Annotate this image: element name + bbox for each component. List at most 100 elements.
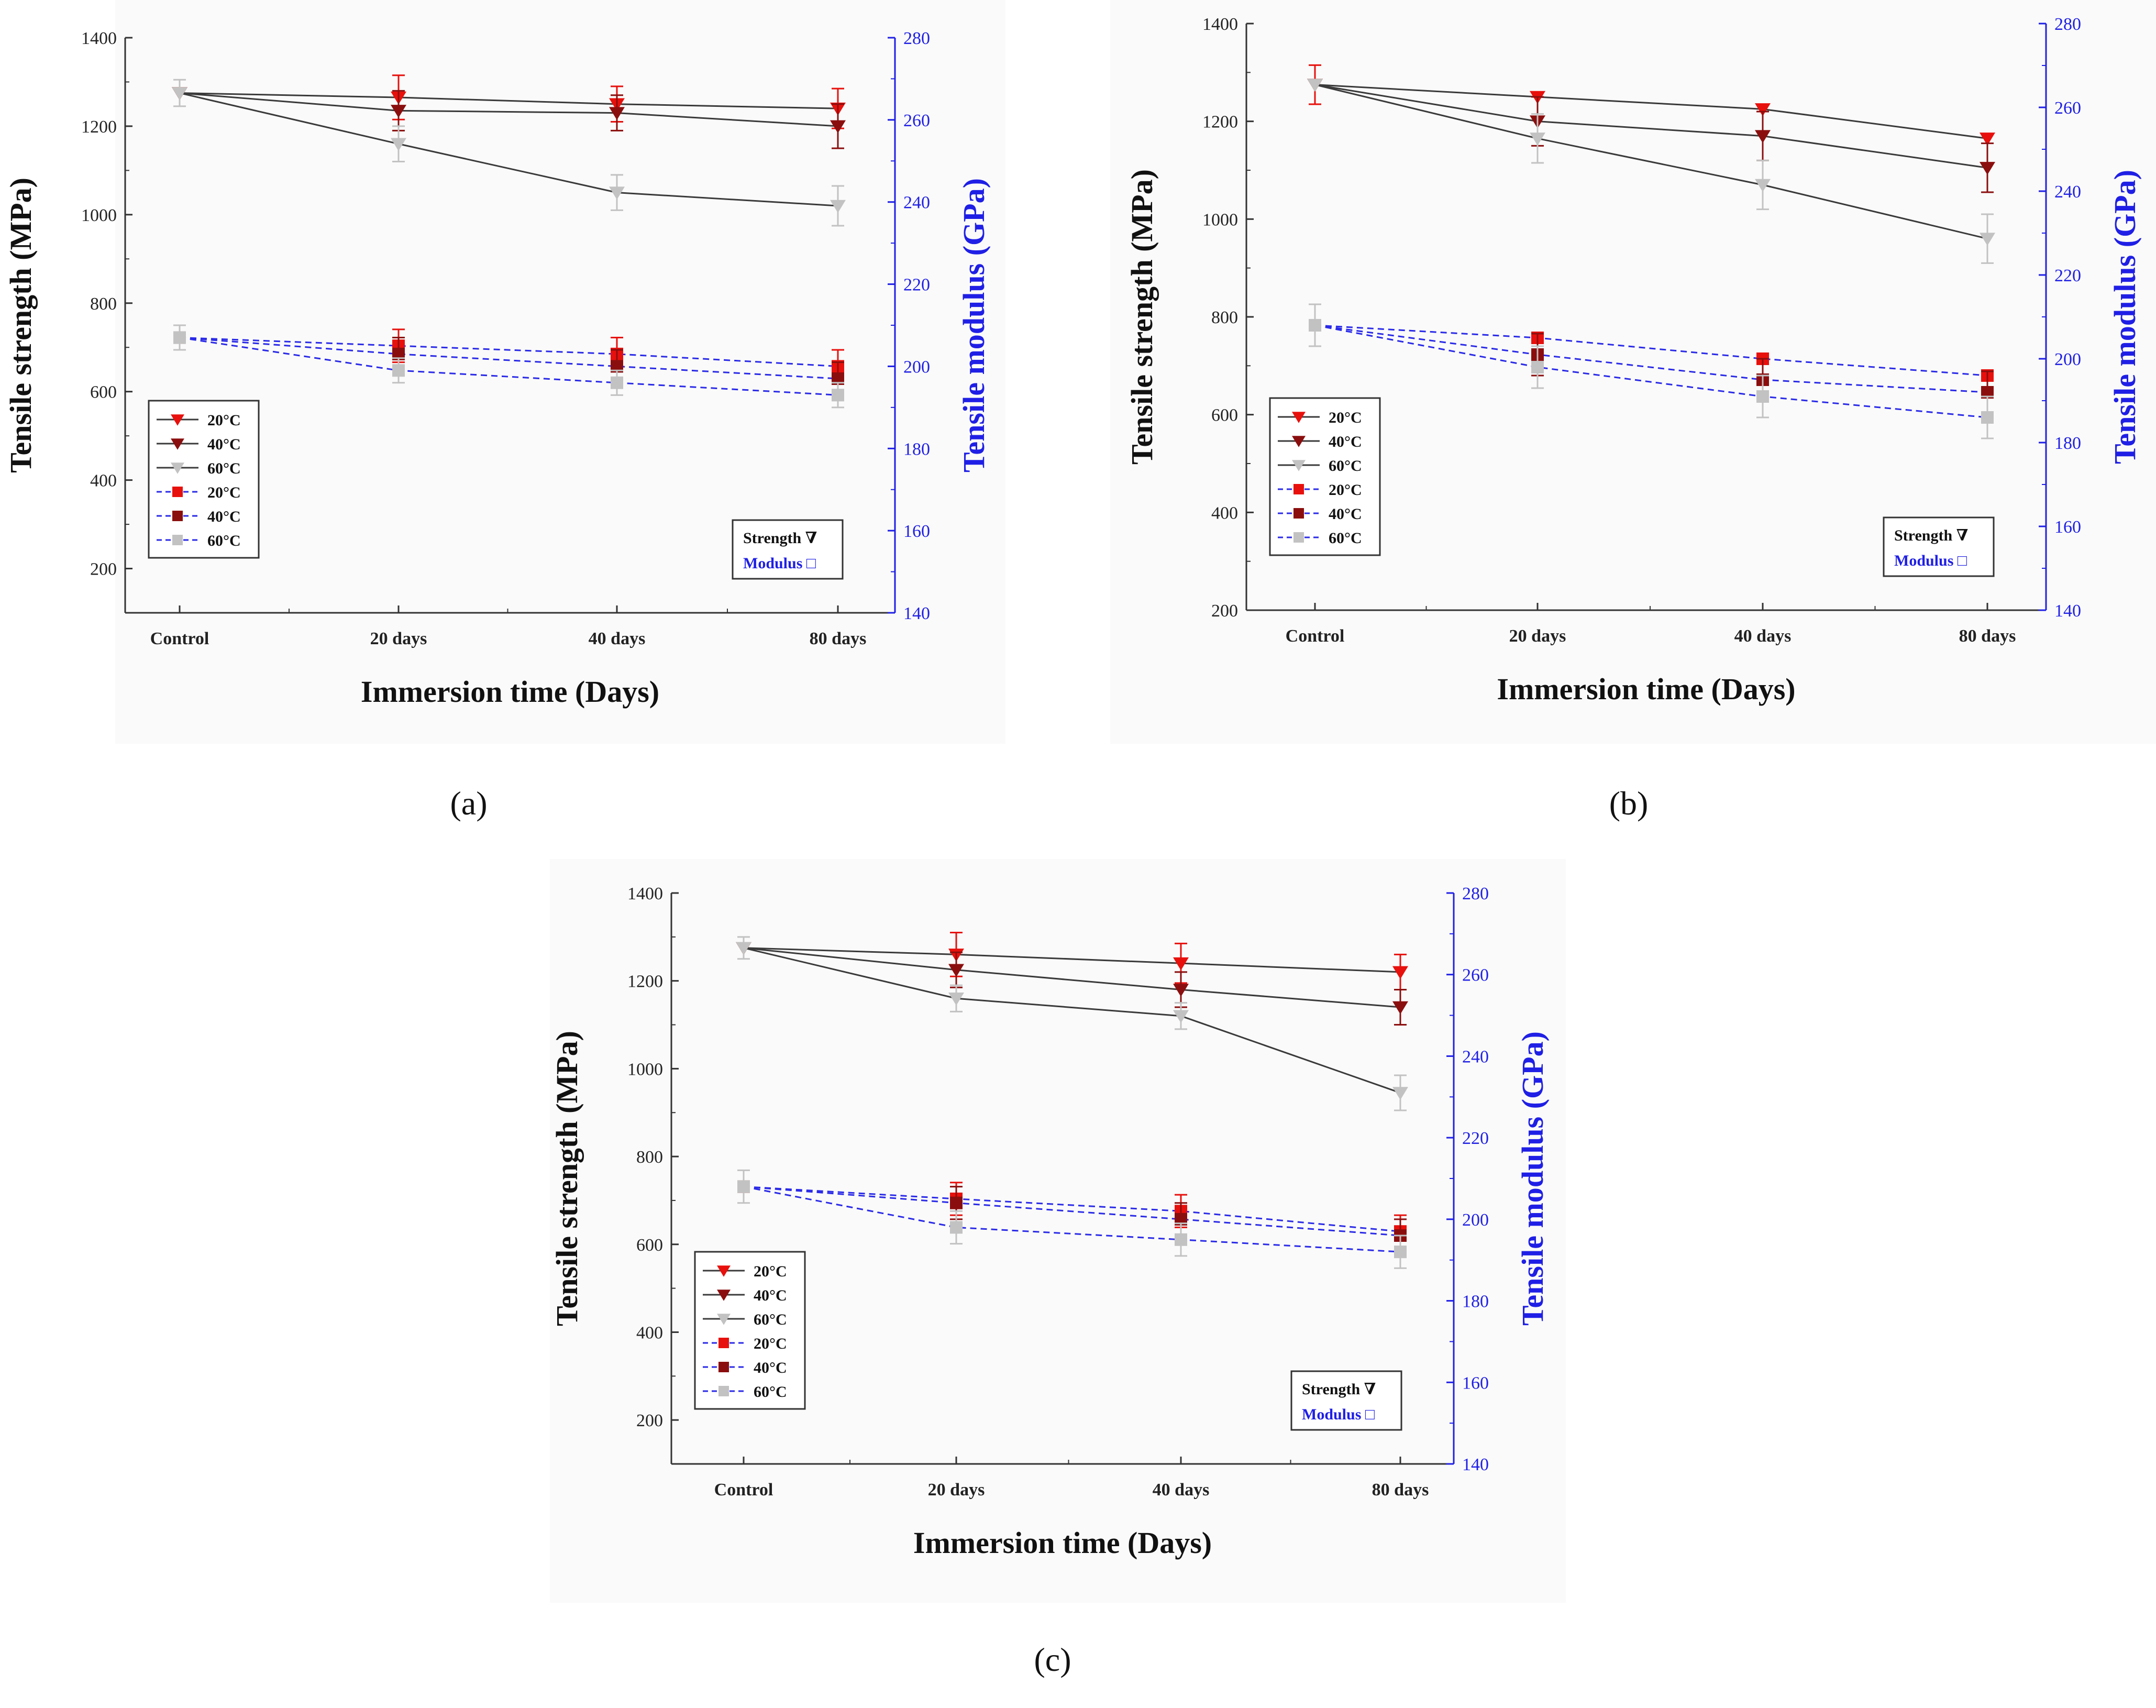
strength-point [1392,966,1408,979]
legend-square-marker [718,1338,729,1348]
modulus-line-60c [743,1186,1401,1253]
strength-line-20c [179,92,838,109]
strength-line-20c [1314,84,1988,139]
x-tick-label: 40 days [1153,1480,1210,1500]
legend-triangle-marker [717,1265,731,1277]
modulus-key-label: Modulus □ [1302,1406,1375,1423]
y2-tick-label: 260 [1462,966,1489,985]
legend-triangle-marker [717,1314,731,1325]
y-tick-label: 1000 [1202,210,1238,229]
x-axis-title: Immersion time (Days) [1497,672,1795,706]
strength-point [1173,957,1189,971]
y-axis-title: Tensile strength (MPa) [550,1031,584,1326]
y-axis-title: Tensile strength (MPa) [1125,169,1159,465]
series-key-box [1290,1370,1402,1431]
panel-label: (a) [450,785,487,822]
y2-tick-label: 240 [1462,1047,1489,1066]
modulus-key-label: Modulus □ [1894,552,1967,569]
y-tick-label: 600 [1211,406,1238,425]
x-tick-label: 20 days [928,1480,985,1500]
y2-tick-label: 240 [903,193,930,213]
legend-square-marker [1293,508,1304,519]
legend-label: 40°C [207,436,241,453]
panel-label: (b) [1609,785,1649,822]
strength-point [1173,984,1189,997]
series-key-box [732,519,844,580]
legend-box [1269,397,1381,556]
legend-label: 60°C [754,1383,787,1401]
modulus-point [1756,390,1769,403]
chart-panel-c: 200 400 600 800 1000 1200 1400 140 160 180 200 220 2… [550,859,1566,1678]
series-key-box [1883,516,1995,577]
strength-point [172,87,187,101]
x-axis-title: Immersion time (Days) [361,675,659,709]
legend-label: 60°C [754,1311,787,1328]
strength-point [948,964,964,977]
legend-label: 40°C [1329,433,1362,450]
legend-label: 60°C [207,460,241,477]
strength-point [736,942,751,955]
legend-square-marker [718,1362,729,1372]
strength-point [1755,130,1771,144]
strength-point [830,200,846,213]
y2-tick-label: 240 [2054,182,2081,202]
strength-line-60c [743,947,1401,1094]
legend-triangle-marker [171,438,184,450]
chart-panel-a: 200 400 600 800 1000 1200 1400 140 160 180 200 220 2… [4,0,1005,822]
y-tick-label: 1200 [627,972,663,991]
modulus-point [1309,319,1321,332]
legend-label: 20°C [754,1263,787,1280]
modulus-point [392,364,405,377]
strength-line-40c [1314,84,1988,169]
modulus-point [1175,1233,1187,1246]
y-axis-title: Tensile strength (MPa) [4,178,38,473]
modulus-point [1394,1246,1407,1259]
x-tick-label: 40 days [1734,626,1792,646]
strength-line-20c [743,947,1401,973]
legend-triangle-marker [1292,436,1306,447]
y2-tick-label: 140 [2054,601,2081,621]
panel-background [115,0,1005,744]
y-tick-label: 400 [90,471,117,491]
y2-tick-label: 200 [2054,350,2081,369]
y-tick-label: 1400 [1202,15,1238,34]
modulus-point [1531,361,1544,373]
y2-tick-label: 160 [903,522,930,541]
legend-label: 20°C [207,484,241,501]
strength-line-60c [179,92,838,207]
legend-label: 60°C [207,532,241,549]
strength-line-60c [1314,84,1988,240]
strength-point [1980,162,1995,175]
y-tick-label: 1400 [627,884,663,903]
y2-tick-label: 260 [2054,98,2081,118]
y2-tick-label: 180 [1462,1292,1489,1312]
legend-label: 40°C [754,1359,787,1376]
x-tick-label: 80 days [1959,626,2016,646]
y-tick-label: 200 [636,1411,663,1430]
y2-tick-label: 160 [2054,517,2081,537]
modulus-line-40c [179,337,838,380]
y2-tick-label: 220 [1462,1129,1489,1148]
modulus-line-40c [743,1186,1401,1237]
y2-tick-label: 280 [1462,884,1489,903]
legend-label: 20°C [207,412,241,429]
strength-point [1980,133,1995,146]
y2-tick-label: 140 [1462,1455,1489,1474]
strength-point [609,107,625,120]
modulus-line-60c [1314,324,1988,418]
y2-tick-label: 200 [903,357,930,377]
y-tick-label: 1000 [81,206,117,225]
legend-triangle-marker [717,1290,731,1301]
strength-point [1173,1010,1189,1023]
modulus-line-40c [1314,324,1988,393]
legend-triangle-marker [1292,412,1306,423]
strength-line-40c [743,947,1401,1008]
modulus-key-label: Modulus □ [743,555,816,572]
modulus-point [173,331,186,344]
y-tick-label: 1400 [81,29,117,48]
y-tick-label: 200 [1211,601,1238,621]
y2-axis-title: Tensile modulus (GPa) [2108,170,2142,464]
legend-label: 20°C [1329,409,1362,426]
strength-point [1755,103,1771,116]
y2-tick-label: 260 [903,111,930,130]
